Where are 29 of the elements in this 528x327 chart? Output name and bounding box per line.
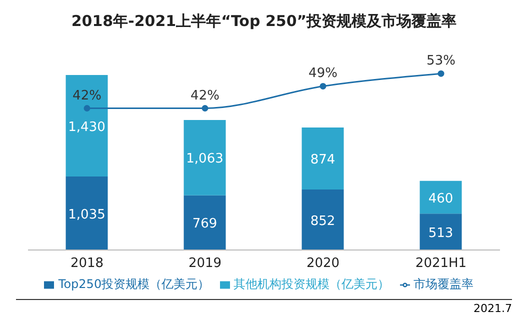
legend-label: 市场覆盖率 <box>414 277 474 291</box>
bar <box>66 176 108 250</box>
bar <box>302 127 344 190</box>
data-label: 49% <box>308 66 338 82</box>
legend-label: Top250投资规模（亿美元） <box>58 277 210 291</box>
data-label: 513 <box>428 226 454 241</box>
legend-label: 其他机构投资规模（亿美元） <box>234 277 390 291</box>
data-label: 42% <box>72 88 102 104</box>
x-tick-label: 2020 <box>306 256 340 272</box>
data-label: 874 <box>310 152 336 168</box>
chart-title: 2018年-2021上半年“Top 250”投资规模及市场覆盖率 <box>70 11 458 31</box>
bar <box>184 195 226 250</box>
text: 2021.7 <box>474 302 512 315</box>
data-label: 53% <box>426 54 456 69</box>
bar <box>184 120 226 196</box>
data-label: 460 <box>428 191 454 206</box>
x-tick-label: 2021H1 <box>415 256 467 272</box>
x-tick-label: 2018 <box>70 256 104 272</box>
x-tick-label: 2019 <box>188 256 222 272</box>
bar <box>420 180 462 214</box>
bar <box>66 75 108 177</box>
data-label: 769 <box>192 216 218 232</box>
data-label: 1,430 <box>68 120 106 135</box>
bar <box>420 214 462 250</box>
data-label: 852 <box>310 214 336 229</box>
data-label: 42% <box>190 88 220 104</box>
bar <box>302 190 344 250</box>
data-label: 1,035 <box>68 207 106 222</box>
data-label: 1,063 <box>186 152 224 167</box>
